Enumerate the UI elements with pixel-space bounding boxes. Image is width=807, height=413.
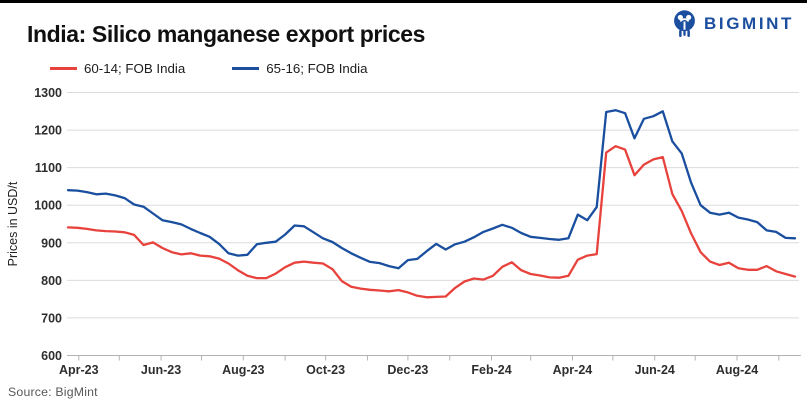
- x-tick-label-Jun-24: Jun-24: [635, 363, 675, 377]
- bigmint-logo-icon: [674, 10, 695, 37]
- y-tick-label-600: 600: [41, 349, 62, 363]
- source-note: Source: BigMint: [8, 385, 98, 399]
- x-tick-label-Aug-23: Aug-23: [222, 363, 264, 377]
- y-tick-label-1000: 1000: [34, 199, 62, 213]
- y-tick-label-900: 900: [41, 236, 62, 250]
- legend-item-60-14: 60-14; FOB India: [50, 61, 185, 76]
- x-tick-label-Aug-24: Aug-24: [716, 363, 758, 377]
- x-tick-label-Oct-23: Oct-23: [306, 363, 345, 377]
- legend-swatch-60-14: [50, 67, 77, 70]
- x-tick-label-Feb-24: Feb-24: [471, 363, 511, 377]
- series-line-60-14: [66, 145, 797, 299]
- x-tick-label-Jun-23: Jun-23: [141, 363, 181, 377]
- y-tick-label-1200: 1200: [34, 124, 62, 138]
- y-tick-label-1100: 1100: [35, 161, 62, 175]
- x-tick-label-Apr-23: Apr-23: [59, 363, 99, 377]
- bigmint-logo-text: BIGMINT: [704, 13, 794, 33]
- chart-legend: 60-14; FOB India 65-16; FOB India: [50, 61, 368, 76]
- y-tick-label-700: 700: [41, 311, 62, 325]
- y-axis-title: Prices in USD/t: [6, 181, 20, 266]
- x-tick-label-Dec-23: Dec-23: [387, 363, 428, 377]
- legend-label-60-14: 60-14; FOB India: [84, 61, 186, 76]
- legend-label-65-16: 65-16; FOB India: [266, 61, 368, 76]
- y-tick-label-800: 800: [41, 274, 62, 288]
- series-line-65-16: [66, 109, 797, 270]
- page-title: India: Silico manganese export prices: [27, 21, 426, 47]
- legend-item-65-16: 65-16; FOB India: [232, 61, 368, 76]
- top-border: [0, 0, 807, 3]
- x-tick-label-Apr-24: Apr-24: [553, 363, 593, 377]
- legend-swatch-65-16: [232, 67, 260, 70]
- y-tick-label-1300: 1300: [34, 86, 62, 100]
- bigmint-logo: BIGMINT: [671, 9, 794, 38]
